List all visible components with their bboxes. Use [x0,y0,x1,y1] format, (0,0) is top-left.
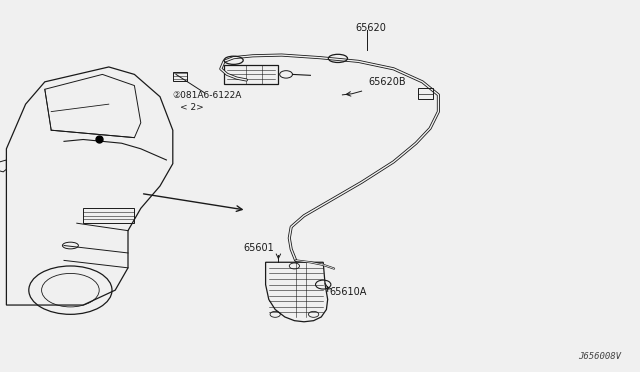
Text: < 2>: < 2> [180,103,204,112]
Text: J656008V: J656008V [578,352,621,361]
Text: 65601: 65601 [243,243,274,253]
Text: 65610A: 65610A [330,287,367,297]
Text: 65620B: 65620B [368,77,406,87]
Text: ②081A6-6122A: ②081A6-6122A [173,91,242,100]
Text: 65620: 65620 [355,23,386,33]
